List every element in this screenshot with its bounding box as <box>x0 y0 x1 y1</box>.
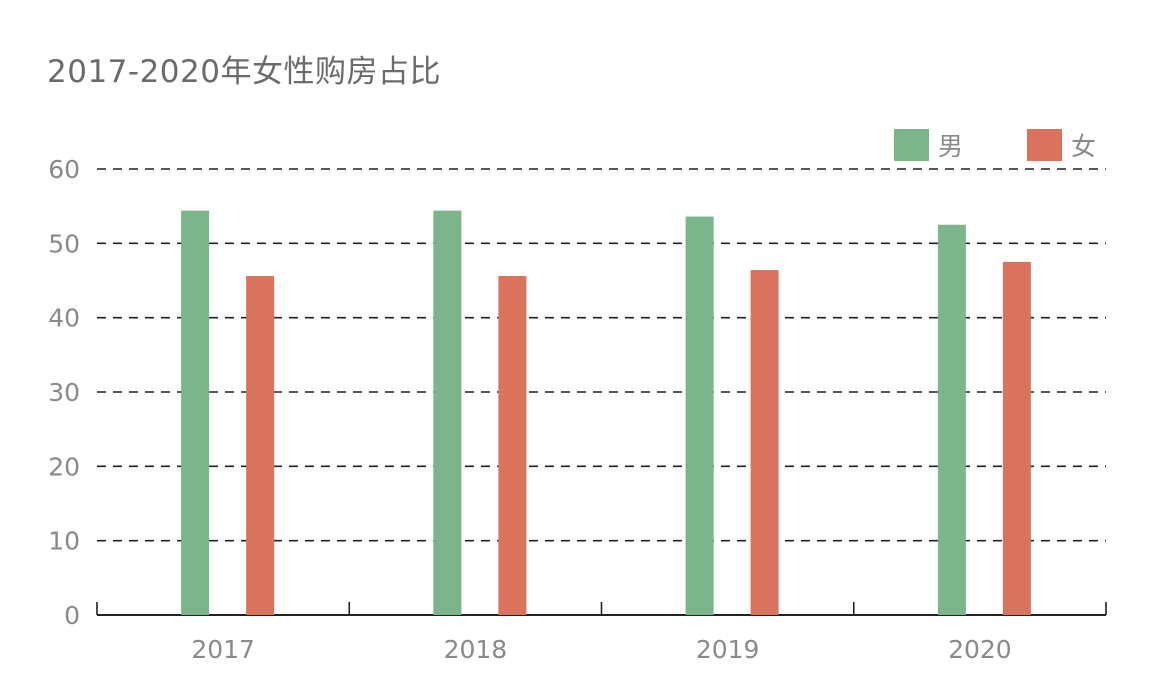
y-tick-label: 50 <box>48 229 80 258</box>
legend-label-male: 男 <box>938 132 964 161</box>
y-tick-label: 10 <box>48 527 80 556</box>
y-tick-label: 0 <box>64 601 80 630</box>
y-tick-label: 40 <box>48 304 80 333</box>
bar-male-2019[interactable]: 男 2019: 53.6 <box>685 216 714 615</box>
bar-female-2018[interactable]: 女 2018: 45.6 <box>498 276 527 615</box>
x-tick-label: 2020 <box>948 635 1012 664</box>
legend-swatch-female <box>1027 129 1062 161</box>
y-tick-label: 60 <box>48 155 80 184</box>
chart-title: 2017-2020年女性购房占比 <box>47 54 441 90</box>
legend-swatch-male <box>894 129 929 161</box>
x-tick-label: 2019 <box>696 635 760 664</box>
bar-female-2019[interactable]: 女 2019: 46.4 <box>750 270 779 615</box>
bar-male-2020[interactable]: 男 2020: 52.5 <box>937 224 966 615</box>
bar-female-2020[interactable]: 女 2020: 47.5 <box>1002 261 1031 615</box>
legend-label-female: 女 <box>1071 132 1097 161</box>
legend-item-male[interactable]: 男 <box>894 127 963 163</box>
bar-male-2018[interactable]: 男 2018: 54.4 <box>433 210 462 616</box>
bar-male-2017[interactable]: 男 2017: 54.4 <box>181 210 210 616</box>
bar-female-2017[interactable]: 女 2017: 45.6 <box>246 276 275 615</box>
legend-item-female[interactable]: 女 <box>1027 127 1096 163</box>
y-tick-label: 30 <box>48 378 80 407</box>
x-tick-label: 2017 <box>191 635 255 664</box>
y-tick-label: 20 <box>48 452 80 481</box>
legend: 男 女 <box>0 127 1176 163</box>
x-tick-label: 2018 <box>444 635 508 664</box>
